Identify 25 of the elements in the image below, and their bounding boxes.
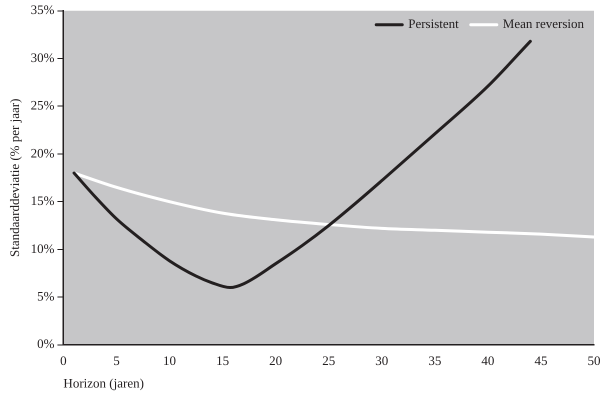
- y-tick-label: 5%: [37, 288, 55, 304]
- y-axis-title: Standaarddeviatie (% per jaar): [7, 98, 22, 258]
- x-tick-label: 50: [588, 353, 600, 368]
- line-series: [72, 172, 594, 238]
- legend-label: Mean reversion: [502, 16, 584, 32]
- y-tick-label: 35%: [30, 2, 55, 18]
- y-tick-label: 0%: [37, 336, 55, 352]
- y-tick-label: 15%: [30, 193, 55, 208]
- x-axis-title: Horizon (jaren): [63, 376, 144, 391]
- legend-label: Persistent: [408, 16, 460, 32]
- y-tick-label: 30%: [30, 50, 55, 65]
- x-tick-label: 15: [216, 353, 230, 368]
- y-tick-label: 20%: [30, 145, 55, 160]
- x-tick-label: 40: [481, 353, 494, 368]
- y-tick-label: 25%: [30, 98, 55, 113]
- x-tick-label: 30: [375, 353, 388, 368]
- x-tick-label: 20: [269, 353, 282, 368]
- x-tick-label: 10: [163, 353, 176, 368]
- x-tick-label: 25: [322, 353, 336, 368]
- x-tick-label: 5: [113, 353, 120, 368]
- x-tick-label: 45: [534, 353, 548, 368]
- y-tick-label: 10%: [30, 240, 55, 256]
- x-tick-label: 0: [60, 353, 67, 368]
- x-tick-label: 35: [428, 353, 442, 368]
- line-series: [72, 40, 532, 290]
